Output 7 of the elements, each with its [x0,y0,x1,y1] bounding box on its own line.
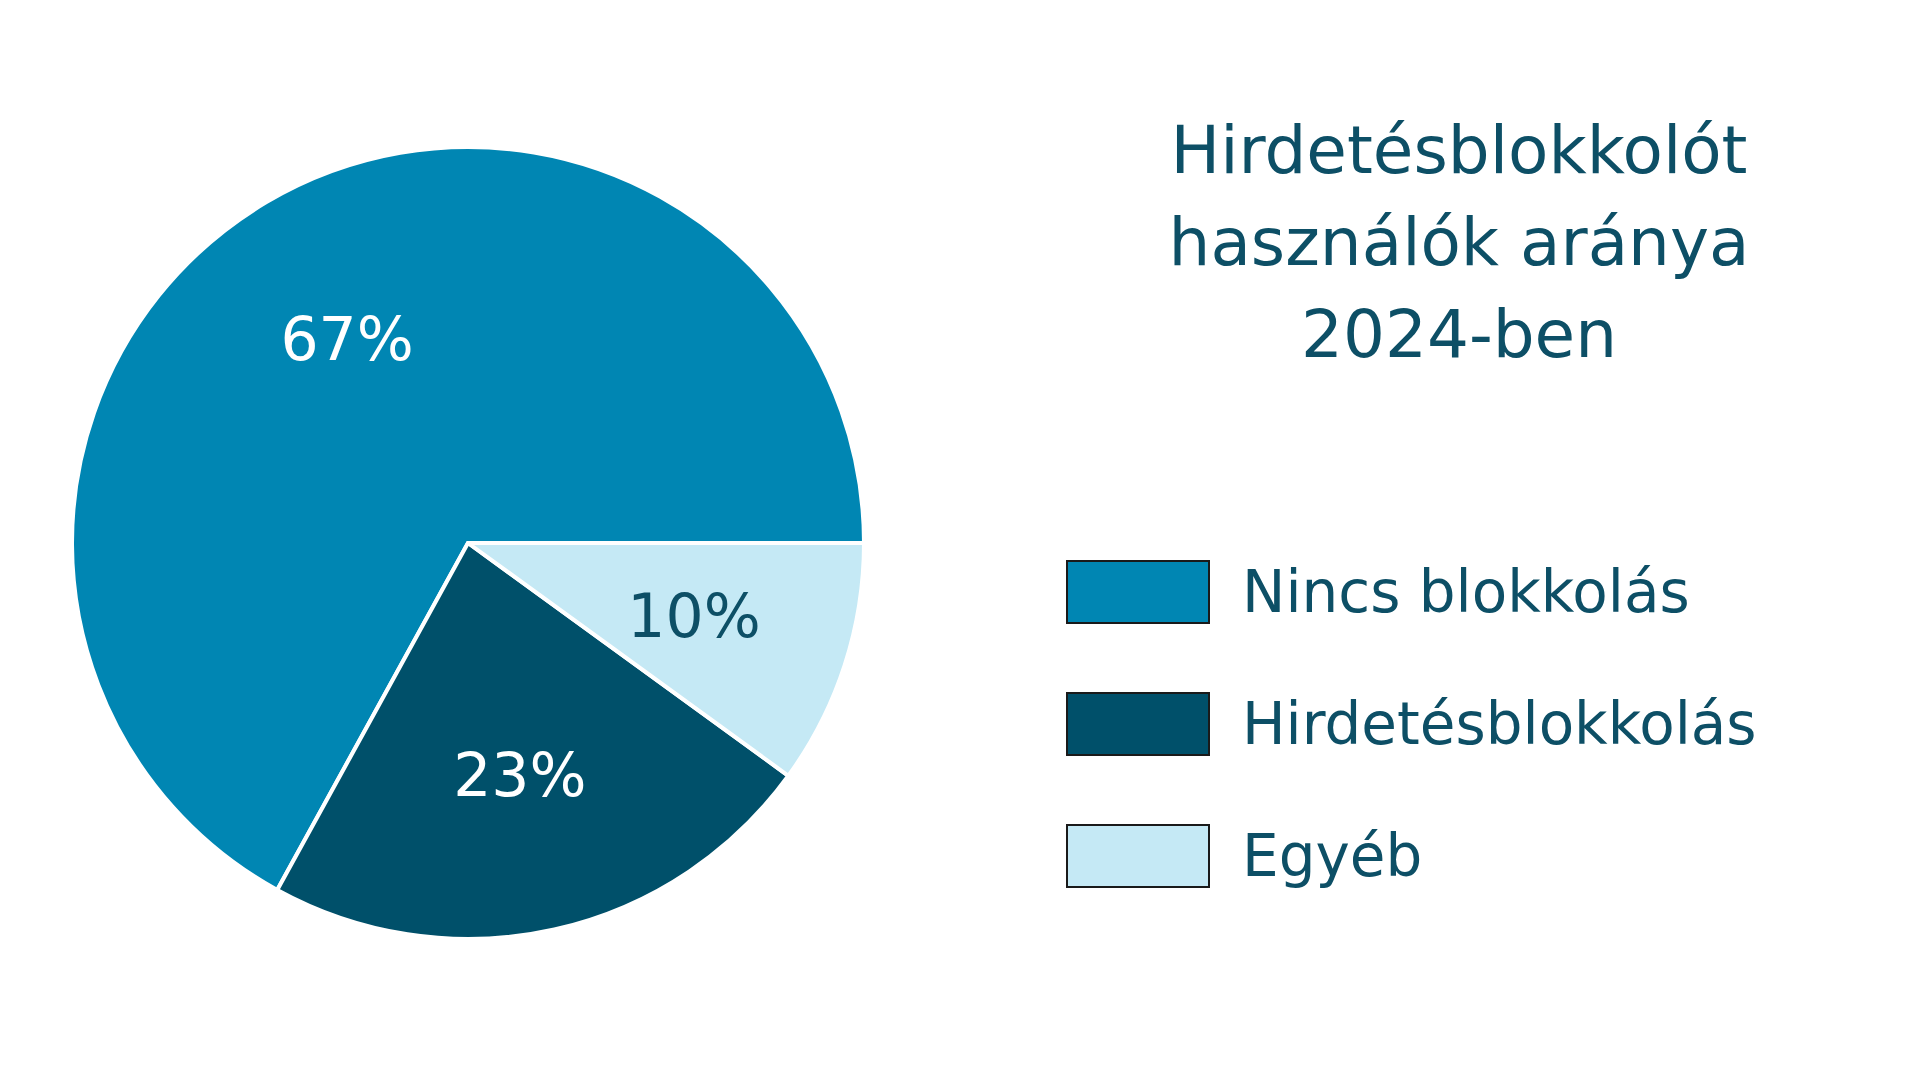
data-label: 10% [627,581,761,652]
text: Hirdetésblokkolót használók aránya 2024-ben [1168,112,1750,373]
legend-label: Nincs blokkolás [1242,558,1690,627]
data-label: 23% [453,739,587,810]
legend-label: Hirdetésblokkolás [1242,690,1757,759]
data-label: 67% [280,303,414,374]
legend-label: Egyéb [1242,822,1423,891]
